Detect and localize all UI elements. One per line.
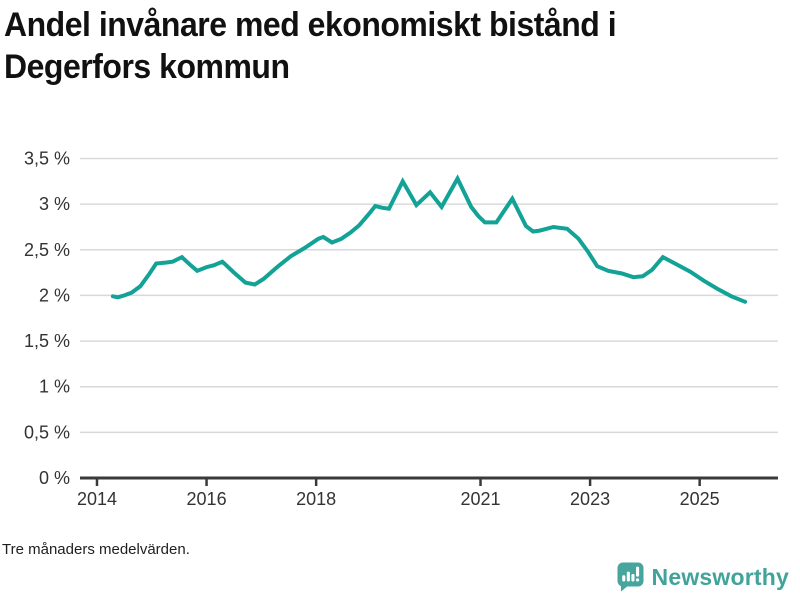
x-axis-tick-label: 2018	[296, 489, 336, 509]
y-axis-tick-label: 0,5 %	[24, 422, 70, 442]
page-title: Andel invånare med ekonomiskt bistånd i …	[4, 4, 655, 88]
x-axis-tick-label: 2016	[187, 489, 227, 509]
y-axis-tick-label: 3,5 %	[24, 149, 70, 169]
x-axis-tick-label: 2023	[570, 489, 610, 509]
y-axis-tick-label: 3 %	[39, 194, 70, 214]
y-axis-tick-label: 2,5 %	[24, 240, 70, 260]
x-axis-tick-label: 2021	[460, 489, 500, 509]
y-axis-tick-label: 0 %	[39, 468, 70, 488]
trend-line	[110, 174, 748, 304]
x-axis-tick-label: 2025	[680, 489, 720, 509]
y-axis-tick-label: 1,5 %	[24, 331, 70, 351]
newsworthy-logo[interactable]: Newsworthy	[617, 562, 789, 592]
page-title-line-1: Andel invånare med ekonomiskt bistånd i	[4, 6, 617, 44]
newsworthy-bubble-barchart-icon	[617, 562, 644, 592]
x-axis-tick-label: 2014	[77, 489, 117, 509]
footnote: Tre månaders medelvärden.	[2, 541, 190, 558]
page-title-line-2: Degerfors kommun	[4, 48, 290, 86]
y-axis-tick-label: 2 %	[39, 285, 70, 305]
newsworthy-logo-text: Newsworthy	[651, 563, 789, 590]
y-axis-tick-label: 1 %	[39, 377, 70, 397]
line-chart: 0 % 0,5 % 1 % 1,5 % 2 % 2,5 % 3 % 3,5 % 2014 2016…	[24, 149, 778, 509]
